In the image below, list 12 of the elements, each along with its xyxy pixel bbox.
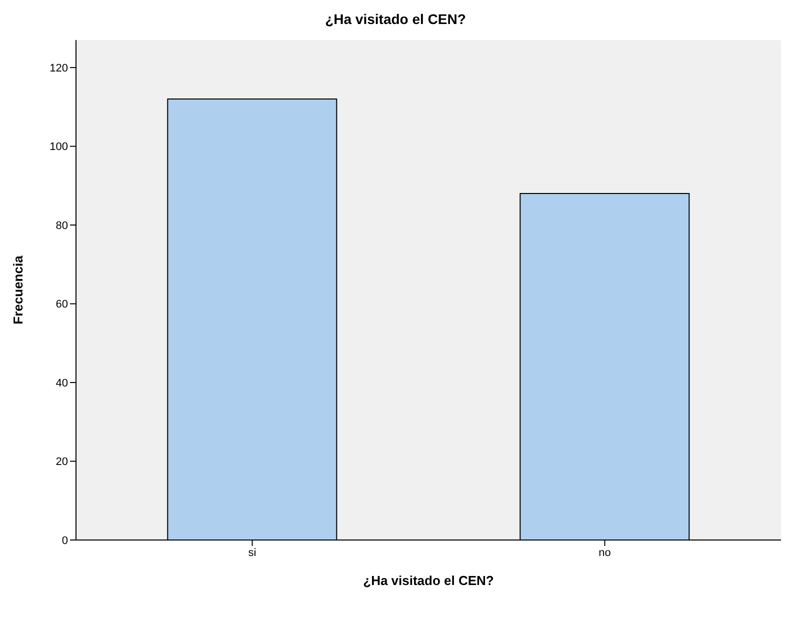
x-tick-label: no [598,546,611,559]
y-tick-label: 20 [56,456,68,468]
y-tick-label: 0 [62,534,68,547]
y-tick-label: 100 [50,141,68,154]
y-tick-label: 80 [56,220,68,232]
x-axis-title: ¿Ha visitado el CEN? [363,573,494,588]
y-tick-label: 40 [56,377,68,390]
y-axis-title: Frecuencia [10,254,26,324]
y-tick-label: 60 [56,298,68,311]
x-tick-label: si [248,546,256,559]
y-tick-label: 120 [50,62,68,74]
chart-title: ¿Ha visitado el CEN? [324,10,467,29]
